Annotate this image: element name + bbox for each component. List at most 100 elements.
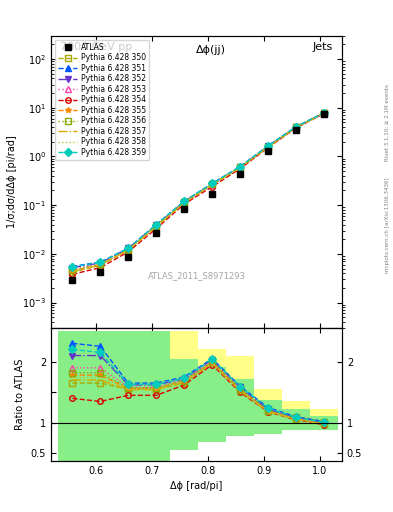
- Pythia 6.428 354: [238, 166, 242, 172]
- Text: Δϕ(jj): Δϕ(jj): [196, 45, 226, 55]
- ATLAS: [126, 253, 130, 260]
- Pythia 6.428 359: [238, 163, 242, 169]
- Pythia 6.428 358: [98, 262, 103, 268]
- Pythia 6.428 357: [238, 164, 242, 170]
- Pythia 6.428 358: [210, 182, 215, 188]
- Pythia 6.428 354: [154, 225, 159, 231]
- Pythia 6.428 357: [210, 182, 215, 188]
- Line: Pythia 6.428 356: Pythia 6.428 356: [70, 110, 327, 273]
- Pythia 6.428 354: [182, 201, 187, 207]
- Pythia 6.428 352: [154, 222, 159, 228]
- Text: mcplots.cern.ch [arXiv:1306.3436]: mcplots.cern.ch [arXiv:1306.3436]: [385, 178, 390, 273]
- Pythia 6.428 356: [154, 223, 159, 229]
- Pythia 6.428 351: [238, 163, 242, 169]
- Pythia 6.428 352: [70, 265, 75, 271]
- Pythia 6.428 355: [294, 124, 298, 131]
- Text: Rivet 3.1.10; ≥ 2.1M events: Rivet 3.1.10; ≥ 2.1M events: [385, 84, 390, 161]
- Pythia 6.428 354: [126, 249, 130, 255]
- Pythia 6.428 357: [321, 110, 326, 116]
- Line: Pythia 6.428 350: Pythia 6.428 350: [70, 110, 327, 275]
- Y-axis label: Ratio to ATLAS: Ratio to ATLAS: [15, 359, 25, 430]
- Text: ATLAS_2011_S8971293: ATLAS_2011_S8971293: [147, 271, 246, 280]
- Line: Pythia 6.428 352: Pythia 6.428 352: [70, 110, 327, 270]
- Pythia 6.428 350: [266, 143, 270, 150]
- Pythia 6.428 353: [321, 110, 326, 116]
- Pythia 6.428 359: [266, 143, 270, 149]
- Pythia 6.428 354: [294, 125, 298, 131]
- Pythia 6.428 350: [154, 223, 159, 229]
- Pythia 6.428 352: [210, 181, 215, 187]
- Pythia 6.428 357: [266, 144, 270, 150]
- Pythia 6.428 357: [182, 200, 187, 206]
- Line: Pythia 6.428 355: Pythia 6.428 355: [70, 111, 327, 273]
- Line: Pythia 6.428 357: Pythia 6.428 357: [72, 113, 324, 272]
- Pythia 6.428 352: [321, 110, 326, 116]
- Pythia 6.428 351: [154, 222, 159, 228]
- Pythia 6.428 359: [321, 110, 326, 116]
- Legend: ATLAS, Pythia 6.428 350, Pythia 6.428 351, Pythia 6.428 352, Pythia 6.428 353, P: ATLAS, Pythia 6.428 350, Pythia 6.428 35…: [55, 39, 149, 160]
- ATLAS: [70, 278, 75, 284]
- Pythia 6.428 359: [210, 180, 215, 186]
- Pythia 6.428 351: [210, 180, 215, 186]
- Pythia 6.428 355: [154, 223, 159, 229]
- Pythia 6.428 354: [98, 265, 103, 271]
- Pythia 6.428 352: [238, 164, 242, 170]
- Pythia 6.428 351: [70, 263, 75, 269]
- Pythia 6.428 353: [238, 164, 242, 170]
- Pythia 6.428 353: [98, 261, 103, 267]
- Pythia 6.428 355: [70, 268, 75, 274]
- Pythia 6.428 350: [98, 262, 103, 268]
- Text: Jets: Jets: [313, 41, 333, 52]
- Pythia 6.428 351: [294, 123, 298, 130]
- Pythia 6.428 356: [321, 110, 326, 116]
- Pythia 6.428 351: [321, 110, 326, 116]
- Pythia 6.428 357: [98, 262, 103, 268]
- ATLAS: [266, 148, 270, 154]
- ATLAS: [182, 206, 187, 212]
- Pythia 6.428 350: [70, 269, 75, 275]
- Pythia 6.428 358: [294, 124, 298, 131]
- Line: ATLAS: ATLAS: [69, 111, 327, 284]
- Pythia 6.428 354: [266, 144, 270, 151]
- Pythia 6.428 355: [321, 110, 326, 116]
- Pythia 6.428 355: [98, 262, 103, 268]
- Pythia 6.428 353: [266, 144, 270, 150]
- Pythia 6.428 356: [238, 164, 242, 170]
- Pythia 6.428 358: [126, 247, 130, 253]
- Pythia 6.428 350: [238, 164, 242, 170]
- Pythia 6.428 352: [266, 143, 270, 150]
- Pythia 6.428 359: [98, 259, 103, 265]
- Pythia 6.428 352: [98, 260, 103, 266]
- Pythia 6.428 359: [182, 198, 187, 204]
- Pythia 6.428 356: [266, 143, 270, 150]
- Pythia 6.428 357: [126, 247, 130, 253]
- Line: Pythia 6.428 358: Pythia 6.428 358: [72, 113, 324, 271]
- Pythia 6.428 356: [70, 267, 75, 273]
- Pythia 6.428 352: [126, 245, 130, 251]
- Pythia 6.428 350: [210, 181, 215, 187]
- ATLAS: [154, 230, 159, 236]
- Pythia 6.428 359: [294, 124, 298, 130]
- Pythia 6.428 354: [70, 271, 75, 278]
- Pythia 6.428 358: [154, 223, 159, 229]
- Pythia 6.428 355: [126, 247, 130, 253]
- Pythia 6.428 350: [321, 110, 326, 116]
- Pythia 6.428 351: [98, 259, 103, 265]
- Pythia 6.428 357: [294, 124, 298, 131]
- Pythia 6.428 356: [98, 261, 103, 267]
- X-axis label: Δϕ [rad/pi]: Δϕ [rad/pi]: [170, 481, 223, 491]
- Pythia 6.428 355: [238, 164, 242, 170]
- ATLAS: [210, 191, 215, 197]
- Pythia 6.428 351: [126, 245, 130, 251]
- Line: Pythia 6.428 351: Pythia 6.428 351: [70, 110, 327, 269]
- Pythia 6.428 353: [70, 266, 75, 272]
- Pythia 6.428 353: [182, 200, 187, 206]
- Pythia 6.428 350: [294, 124, 298, 130]
- Pythia 6.428 355: [266, 144, 270, 150]
- ATLAS: [321, 111, 326, 117]
- Pythia 6.428 358: [238, 164, 242, 170]
- Pythia 6.428 354: [210, 184, 215, 190]
- Line: Pythia 6.428 354: Pythia 6.428 354: [70, 111, 327, 277]
- Pythia 6.428 353: [126, 247, 130, 253]
- Pythia 6.428 357: [70, 269, 75, 275]
